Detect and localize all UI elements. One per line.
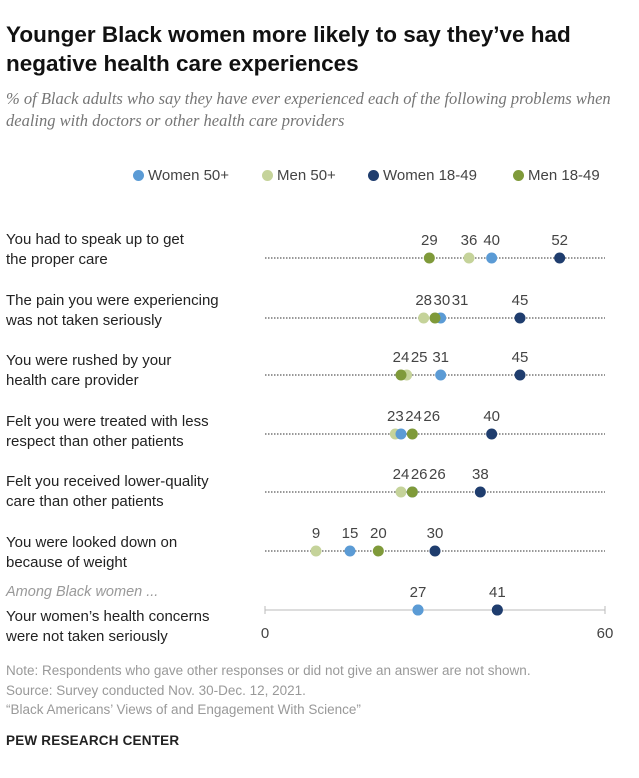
legend-dot-icon bbox=[368, 170, 379, 181]
data-label: 45 bbox=[512, 292, 529, 309]
data-label: 30 bbox=[434, 292, 451, 309]
data-label: 26 bbox=[429, 466, 446, 483]
dot-women-50-plus bbox=[435, 369, 447, 381]
data-label: 15 bbox=[342, 525, 359, 542]
row-label: You were looked down on because of weight bbox=[6, 534, 178, 571]
data-label: 25 bbox=[411, 349, 428, 366]
legend-label: Men 50+ bbox=[277, 167, 336, 184]
legend-item-men-50-plus: Men 50+ bbox=[262, 167, 336, 184]
dot-men-50-plus bbox=[463, 252, 475, 264]
data-label: 30 bbox=[427, 525, 444, 542]
legend: Women 50+ Men 50+ Women 18-49 Men 18-49 bbox=[0, 167, 639, 187]
legend-item-women-18-49: Women 18-49 bbox=[368, 167, 477, 184]
dot-women-50-plus bbox=[486, 252, 498, 264]
dot-men-18-49 bbox=[395, 369, 407, 381]
dot-men-50-plus bbox=[418, 312, 430, 324]
row-label: Your women’s health concerns were not tak… bbox=[6, 608, 210, 645]
data-label: 36 bbox=[461, 232, 478, 249]
dot-men-18-49 bbox=[372, 545, 384, 557]
data-label: 29 bbox=[421, 232, 438, 249]
data-label: 24 bbox=[393, 349, 410, 366]
legend-dot-icon bbox=[262, 170, 273, 181]
dot-men-18-49 bbox=[423, 252, 435, 264]
legend-label: Women 18-49 bbox=[383, 167, 477, 184]
data-label: 24 bbox=[405, 408, 422, 425]
dot-men-50-plus bbox=[310, 545, 322, 557]
legend-item-women-50-plus: Women 50+ bbox=[133, 167, 229, 184]
subgroup-label: Among Black women ... bbox=[6, 584, 159, 600]
data-label: 52 bbox=[551, 232, 568, 249]
dot-men-18-49 bbox=[406, 428, 418, 440]
dot-women-50-plus bbox=[412, 604, 424, 616]
x-tick-label: 0 bbox=[261, 625, 269, 642]
dot-women-18-49 bbox=[486, 428, 498, 440]
data-label: 24 bbox=[393, 466, 410, 483]
dot-men-18-49 bbox=[429, 312, 441, 324]
row-label: Felt you were treated with less respect t… bbox=[6, 413, 209, 450]
legend-dot-icon bbox=[513, 170, 524, 181]
data-label: 40 bbox=[483, 408, 500, 425]
data-label: 41 bbox=[489, 584, 506, 601]
row-label: You had to speak up to get the proper car… bbox=[6, 231, 184, 268]
legend-item-men-18-49: Men 18-49 bbox=[513, 167, 600, 184]
source-text: Source: Survey conducted Nov. 30-Dec. 12… bbox=[6, 682, 306, 698]
legend-label: Men 18-49 bbox=[528, 167, 600, 184]
footnotes: Note: Respondents who gave other respons… bbox=[6, 661, 631, 720]
dot-women-50-plus bbox=[344, 545, 356, 557]
dot-men-50-plus bbox=[395, 486, 407, 498]
data-label: 23 bbox=[387, 408, 404, 425]
dot-women-18-49 bbox=[491, 604, 503, 616]
legend-dot-icon bbox=[133, 170, 144, 181]
dot-women-18-49 bbox=[429, 545, 441, 557]
data-label: 26 bbox=[411, 466, 428, 483]
row-label: You were rushed by your health care provi… bbox=[6, 352, 172, 389]
dot-men-18-49 bbox=[406, 486, 418, 498]
row-label: Felt you received lower-quality care than… bbox=[6, 473, 209, 510]
data-label: 20 bbox=[370, 525, 387, 542]
legend-label: Women 50+ bbox=[148, 167, 230, 184]
data-label: 9 bbox=[312, 525, 320, 542]
dot-women-50-plus bbox=[395, 428, 407, 440]
dot-women-18-49 bbox=[474, 486, 486, 498]
data-label: 28 bbox=[415, 292, 432, 309]
x-tick-label: 60 bbox=[597, 625, 614, 642]
chart-title: Younger Black women more likely to say t… bbox=[6, 22, 571, 76]
data-label: 26 bbox=[423, 408, 440, 425]
data-label: 45 bbox=[512, 349, 529, 366]
dot-women-18-49 bbox=[554, 252, 566, 264]
org-logo-text: PEW RESEARCH CENTER bbox=[6, 733, 180, 748]
data-label: 31 bbox=[452, 292, 469, 309]
report-title: “Black Americans’ Views of and Engagemen… bbox=[6, 702, 361, 717]
row-label: The pain you were experiencing was not ta… bbox=[6, 292, 219, 329]
chart-subtitle: % of Black adults who say they have ever… bbox=[6, 89, 611, 130]
data-label: 27 bbox=[410, 584, 427, 601]
note-text: Note: Respondents who gave other respons… bbox=[6, 663, 531, 678]
dot-women-18-49 bbox=[514, 312, 526, 324]
data-label: 38 bbox=[472, 466, 489, 483]
data-label: 31 bbox=[432, 349, 449, 366]
dot-women-18-49 bbox=[514, 369, 526, 381]
data-label: 40 bbox=[483, 232, 500, 249]
